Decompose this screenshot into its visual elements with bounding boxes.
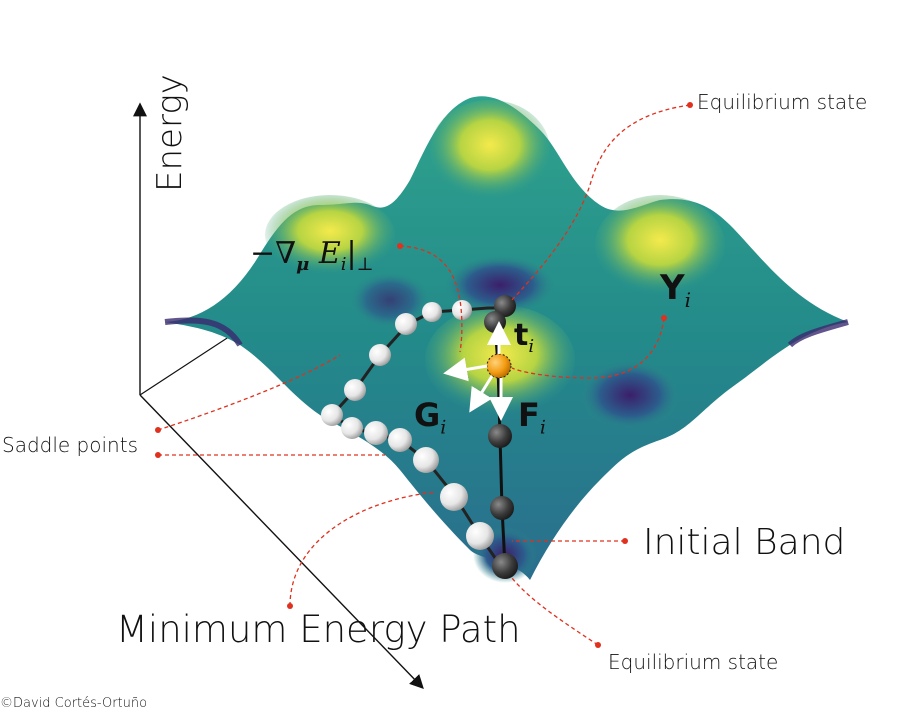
G-symbol: G <box>414 396 441 434</box>
mep-bead <box>466 522 494 550</box>
t-label: ti <box>514 318 534 357</box>
Y-sub: i <box>684 287 692 312</box>
leader-dot <box>661 315 667 321</box>
g-arrow <box>469 375 494 413</box>
band-bead <box>490 496 514 520</box>
Y-symbol: Y <box>660 268 685 308</box>
mep-bead <box>364 421 388 445</box>
leader-Y <box>511 317 665 379</box>
band-bead <box>494 295 516 317</box>
leader-dot <box>155 452 161 458</box>
leader-saddle-1 <box>157 354 341 431</box>
mep-bead <box>440 483 468 511</box>
grad-bar: | <box>346 236 357 271</box>
valley-edge-right <box>787 319 849 348</box>
valley-edge-left <box>164 317 243 347</box>
mep-bead <box>344 379 366 401</box>
grad-perp-sub: ⊥ <box>356 254 374 275</box>
leader-dot <box>622 538 628 544</box>
grad-sub: μ <box>296 254 310 275</box>
valley-center <box>445 255 555 315</box>
mep-bead <box>452 300 472 320</box>
grad-E: E <box>309 236 341 271</box>
t-sub: i <box>528 336 535 357</box>
G-sub: i <box>440 416 447 439</box>
Y-label: Yi <box>660 268 691 312</box>
grad-perp-label: −∇μ Ei|⊥ <box>250 236 374 275</box>
band-bead <box>484 311 506 333</box>
leader-dots <box>155 102 693 648</box>
peak-left <box>265 195 395 275</box>
peak-right <box>595 195 725 295</box>
mep-bead <box>422 302 442 322</box>
grad-symbol: −∇ <box>250 236 297 271</box>
valley-right <box>580 360 680 430</box>
minimum-energy-path-chain <box>321 300 505 566</box>
F-symbol: F <box>518 396 540 434</box>
credit-label: ©David Cortés-Ortuño <box>0 696 148 711</box>
leader-lines <box>157 104 691 646</box>
leader-equilibrium-bottom <box>511 577 599 646</box>
mep-bead <box>341 417 363 439</box>
energy-axis-label: Energy <box>150 74 190 192</box>
F-label: Fi <box>518 396 546 438</box>
initial-band-label: Initial Band <box>643 522 846 563</box>
mep-bead <box>395 313 417 335</box>
perp-gradient-arrow <box>443 357 488 382</box>
F-sub: i <box>539 416 546 439</box>
t-symbol: t <box>514 318 529 353</box>
G-label: Gi <box>414 396 446 438</box>
leader-dot <box>397 243 403 249</box>
depth-axis-line <box>139 394 424 690</box>
leader-dot <box>595 642 601 648</box>
saddle-points-label: Saddle points <box>2 433 138 457</box>
equilibrium-bottom-label: Equilibrium state <box>608 650 779 674</box>
force-arrows <box>443 321 513 421</box>
grad-i: i <box>340 254 347 275</box>
leader-mep <box>289 491 437 607</box>
peak-top <box>430 100 550 200</box>
leader-dot <box>155 427 161 433</box>
band-bead <box>492 553 518 579</box>
leader-dot <box>687 102 693 108</box>
image-point-orange <box>486 353 512 379</box>
leader-dot <box>287 603 293 609</box>
mep-bead <box>388 428 412 452</box>
mep-bead <box>413 447 439 473</box>
mep-bead <box>369 344 391 366</box>
leader-grad-perp <box>399 245 463 353</box>
band-bead <box>488 424 512 448</box>
mep-bead <box>321 404 343 426</box>
minimum-energy-path-label: Minimum Energy Path <box>116 608 521 651</box>
equilibrium-top-label: Equilibrium state <box>697 90 868 114</box>
